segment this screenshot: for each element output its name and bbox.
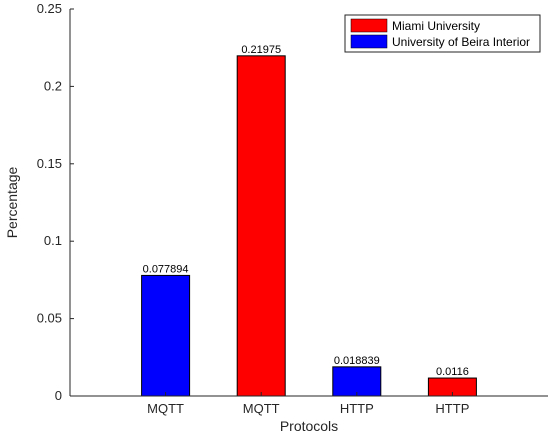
y-tick-label-6: 0.25 xyxy=(37,1,62,16)
y-axis-label: Percentage xyxy=(4,166,20,238)
bar-1 xyxy=(141,274,191,397)
data-label-2: 0.21975 xyxy=(241,44,281,56)
bar-2 xyxy=(236,55,286,397)
y-tick-label-1: 0 xyxy=(55,388,62,403)
legend-label-2: University of Beira Interior xyxy=(392,35,530,49)
data-label-3: 0.018839 xyxy=(334,355,380,367)
data-label-4: 0.0116 xyxy=(436,366,469,378)
legend-label-1: Miami University xyxy=(392,19,480,33)
y-tick-label-3: 0.1 xyxy=(44,233,62,248)
x-tick-label-2: MQTT xyxy=(243,401,280,416)
data-label-1: 0.077894 xyxy=(143,263,189,275)
x-tick-label-3: HTTP xyxy=(340,401,374,416)
x-tick-label-4: HTTP xyxy=(435,401,469,416)
legend-swatch-1 xyxy=(350,18,388,33)
y-tick-label-2: 0.05 xyxy=(37,311,62,326)
bar-3 xyxy=(332,366,382,397)
x-axis-label: Protocols xyxy=(280,418,338,434)
x-tick-label-1: MQTT xyxy=(147,401,184,416)
y-tick-label-5: 0.2 xyxy=(44,78,62,93)
y-tick-label-4: 0.15 xyxy=(37,156,62,171)
legend-swatch-2 xyxy=(350,34,388,49)
